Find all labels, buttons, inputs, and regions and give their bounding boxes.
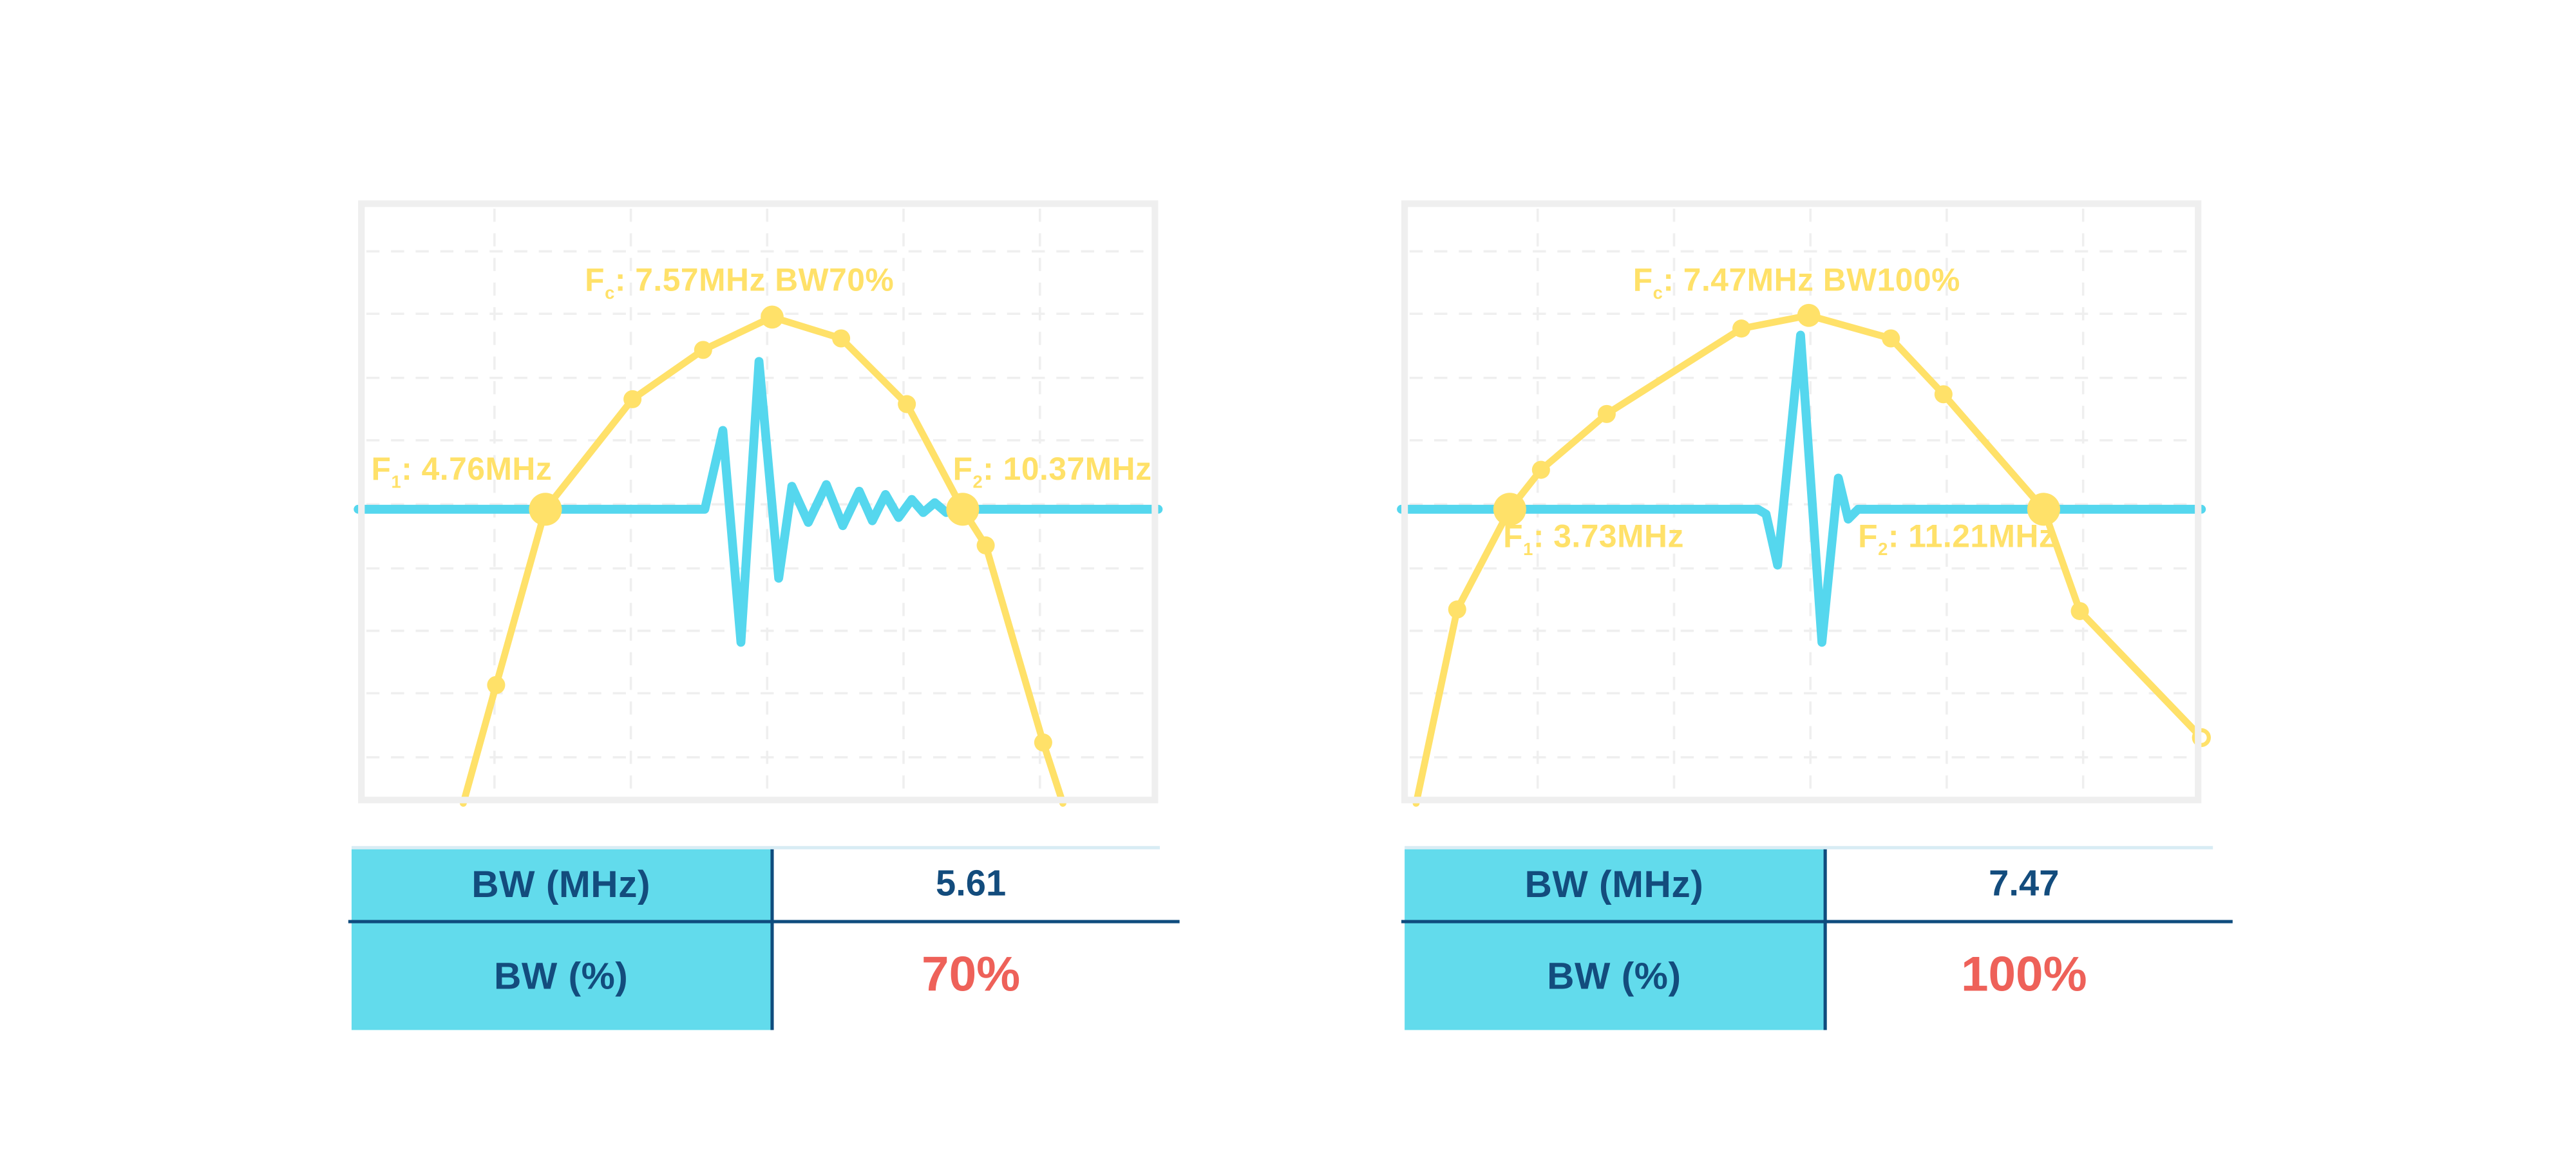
f2-frequency-label: F2: 11.21MHz [1858,519,2056,559]
center-frequency-label: Fc: 7.47MHz BW100% [1633,263,1960,303]
f2-value-text: : 11.21MHz [1888,519,2056,556]
f2-frequency-label: F2: 10.37MHz [952,451,1152,492]
table-top-border [1405,846,2213,849]
spectrum-pulse-plot-bw100 [1397,200,2211,807]
table-column-divider [770,849,774,1030]
row-label-bw-mhz: BW (MHz) [1524,861,1704,905]
f1-frequency-label: F1: 4.76MHz [371,451,553,492]
table-top-border [351,846,1160,849]
table-column-divider [1823,849,1828,1030]
table-row-divider [348,919,1180,924]
bandwidth-table-bw70: BW (MHz) 5.61 BW (%) 70% [348,846,1180,1032]
table-header-column-background [351,849,772,1030]
f2-value-text: : 10.37MHz [983,451,1152,488]
chart-panel-bw100: Fc: 7.47MHz BW100% F1: 3.73MHz F2: 11.21… [1397,200,2211,807]
f1-subscript: 1 [391,473,402,493]
fc-symbol: F [1633,263,1653,299]
f1-value-text: : 3.73MHz [1533,519,1684,556]
fc-value-text: : 7.47MHz BW100% [1663,263,1960,299]
spectrum-pulse-plot-bw70 [354,200,1163,807]
center-frequency-label: Fc: 7.57MHz BW70% [585,263,895,303]
fc-value-text: : 7.57MHz BW70% [614,263,895,299]
f1-subscript: 1 [1523,540,1533,560]
f2-symbol: F [1858,519,1879,556]
table-row-divider [1401,919,2233,924]
row-value-bw-percent: 100% [1960,947,2087,1003]
bandwidth-table-bw100: BW (MHz) 7.47 BW (%) 100% [1401,846,2233,1032]
fc-subscript: c [605,284,615,304]
table-header-column-background [1405,849,1826,1030]
f1-symbol: F [1503,519,1524,556]
f2-subscript: 2 [1878,540,1888,560]
fc-symbol: F [585,263,605,299]
f1-value-text: : 4.76MHz [401,451,553,488]
row-label-bw-percent: BW (%) [493,953,629,997]
row-label-bw-mhz: BW (MHz) [471,861,651,905]
chart-panel-bw70: Fc: 7.57MHz BW70% F1: 4.76MHz F2: 10.37M… [354,200,1163,807]
row-value-bw-percent: 70% [922,947,1021,1003]
f2-subscript: 2 [972,473,983,493]
row-value-bw-mhz: 5.61 [935,862,1007,904]
row-label-bw-percent: BW (%) [1547,953,1681,997]
row-value-bw-mhz: 7.47 [1989,862,2060,904]
f1-symbol: F [371,451,392,488]
f1-frequency-label: F1: 3.73MHz [1503,519,1684,559]
f2-symbol: F [952,451,973,488]
fc-subscript: c [1653,284,1663,304]
